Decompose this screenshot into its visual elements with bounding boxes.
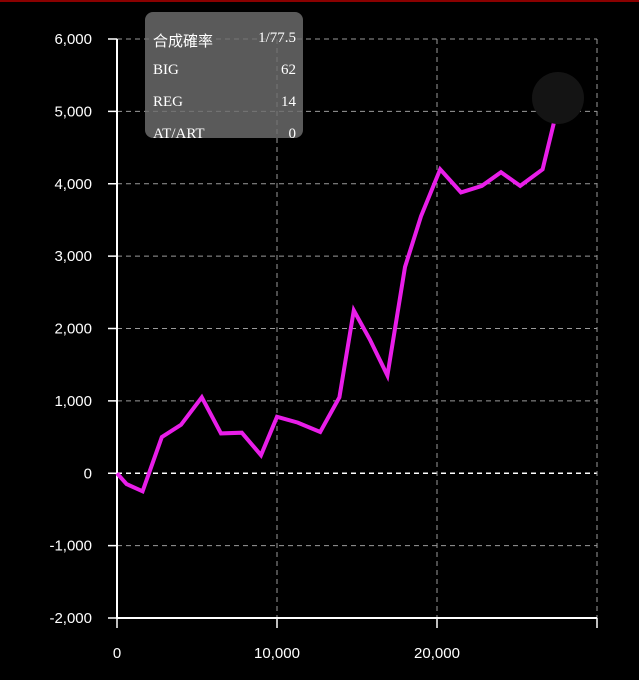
y-tick-label: 6,000	[54, 31, 92, 48]
info-value: 0	[288, 126, 297, 142]
info-label: 合成確率	[153, 34, 214, 50]
info-label: BIG	[153, 62, 179, 78]
x-tick-label: 20,000	[414, 645, 460, 662]
x-tick-label: 10,000	[254, 645, 300, 662]
x-tick-label: 0	[113, 645, 121, 662]
y-tick-label: 3,000	[54, 248, 92, 265]
y-tick-label: -2,000	[49, 610, 92, 627]
info-row-combined-probability: 合成確率 1/77.5	[153, 30, 296, 50]
axis-layer	[108, 38, 598, 628]
y-tick-label: 5,000	[54, 103, 92, 120]
y-tick-label: 2,000	[54, 321, 92, 338]
y-tick-label: 1,000	[54, 393, 92, 410]
y-tick-label: -1,000	[49, 538, 92, 555]
info-label: AT/ART	[153, 126, 205, 142]
series-layer	[115, 94, 581, 495]
y-tick-label: 0	[84, 465, 92, 482]
info-value: 1/77.5	[258, 30, 296, 46]
info-label: REG	[153, 94, 183, 110]
y-tick-label: 4,000	[54, 176, 92, 193]
info-value: 14	[281, 94, 296, 110]
corner-indicator	[532, 72, 584, 124]
info-row-big: BIG 62	[153, 62, 296, 82]
info-panel: 合成確率 1/77.5 BIG 62 REG 14 AT/ART 0	[145, 12, 303, 142]
info-row-at-art: AT/ART 0	[153, 126, 296, 146]
tick-label-layer: -2,000 -1,000 0 1,000 2,000 3,000 4,000 5,000 6,…	[49, 31, 459, 662]
info-value: 62	[281, 62, 296, 78]
series-line	[115, 94, 581, 495]
top-accent-rule	[0, 0, 639, 2]
info-row-reg: REG 14	[153, 94, 296, 114]
